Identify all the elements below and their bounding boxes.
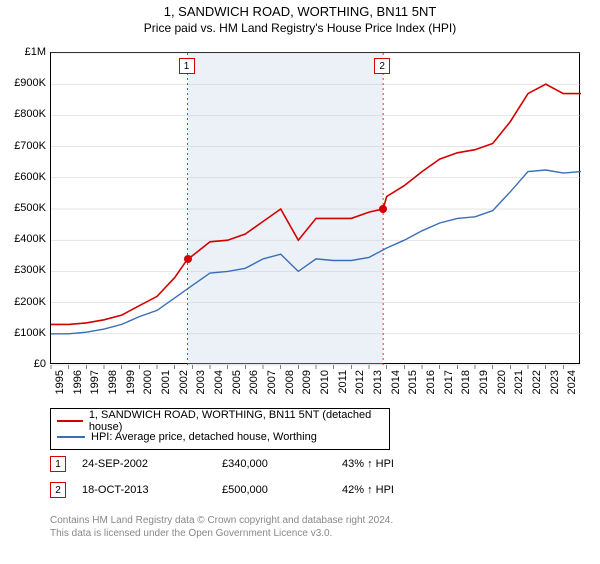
plot-area	[50, 52, 580, 364]
x-tick-label: 1995	[54, 370, 66, 400]
attribution-line1: Contains HM Land Registry data © Crown c…	[50, 514, 393, 527]
x-tick-label: 2019	[478, 370, 490, 400]
x-tick-label: 2012	[354, 370, 366, 400]
x-tick-label: 2015	[407, 370, 419, 400]
y-tick-label: £600K	[6, 171, 46, 183]
x-tick-label: 2017	[443, 370, 455, 400]
sale-marker-label: 2	[374, 58, 390, 74]
x-tick-label: 2023	[549, 370, 561, 400]
y-tick-label: £700K	[6, 140, 46, 152]
sale-date: 24-SEP-2002	[82, 458, 222, 470]
x-tick-label: 2007	[266, 370, 278, 400]
legend-label: 1, SANDWICH ROAD, WORTHING, BN11 5NT (de…	[89, 409, 383, 433]
x-tick-label: 2024	[566, 370, 578, 400]
x-tick-label: 1996	[72, 370, 84, 400]
legend-item: 1, SANDWICH ROAD, WORTHING, BN11 5NT (de…	[57, 413, 383, 429]
sale-price: £500,000	[222, 484, 342, 496]
y-tick-label: £400K	[6, 233, 46, 245]
sale-delta: 42% ↑ HPI	[342, 484, 462, 496]
x-tick-label: 1998	[107, 370, 119, 400]
attribution: Contains HM Land Registry data © Crown c…	[50, 514, 393, 540]
x-tick-label: 2003	[195, 370, 207, 400]
series-line	[51, 170, 581, 334]
attribution-line2: This data is licensed under the Open Gov…	[50, 527, 393, 540]
x-tick-label: 1997	[89, 370, 101, 400]
chart-subtitle: Price paid vs. HM Land Registry's House …	[0, 21, 600, 35]
x-tick-label: 2022	[531, 370, 543, 400]
chart-title: 1, SANDWICH ROAD, WORTHING, BN11 5NT	[0, 4, 600, 19]
legend: 1, SANDWICH ROAD, WORTHING, BN11 5NT (de…	[50, 408, 390, 450]
y-tick-label: £0	[6, 358, 46, 370]
y-tick-label: £500K	[6, 202, 46, 214]
chart-container: 1, SANDWICH ROAD, WORTHING, BN11 5NT Pri…	[0, 4, 600, 564]
x-tick-label: 2013	[372, 370, 384, 400]
x-tick-label: 1999	[125, 370, 137, 400]
x-tick-label: 2018	[460, 370, 472, 400]
sale-row: 2 18-OCT-2013£500,00042% ↑ HPI	[50, 482, 462, 498]
legend-label: HPI: Average price, detached house, Wort…	[91, 431, 317, 443]
x-tick-label: 2001	[160, 370, 172, 400]
x-tick-label: 2002	[178, 370, 190, 400]
sale-date: 18-OCT-2013	[82, 484, 222, 496]
sale-delta: 43% ↑ HPI	[342, 458, 462, 470]
x-tick-label: 2009	[301, 370, 313, 400]
legend-swatch	[57, 420, 83, 422]
y-tick-label: £100K	[6, 327, 46, 339]
plot-svg	[51, 53, 581, 365]
y-tick-label: £800K	[6, 108, 46, 120]
x-tick-label: 2008	[284, 370, 296, 400]
x-tick-label: 2006	[248, 370, 260, 400]
y-tick-label: £1M	[6, 46, 46, 58]
x-tick-label: 2005	[231, 370, 243, 400]
sale-marker-dot	[379, 205, 387, 213]
sale-row: 1 24-SEP-2002£340,00043% ↑ HPI	[50, 456, 462, 472]
x-tick-label: 2020	[496, 370, 508, 400]
x-tick-label: 2016	[425, 370, 437, 400]
legend-swatch	[57, 436, 85, 438]
x-tick-label: 2004	[213, 370, 225, 400]
sale-price: £340,000	[222, 458, 342, 470]
sale-marker-dot	[184, 255, 192, 263]
series-line	[51, 84, 581, 324]
x-tick-label: 2014	[390, 370, 402, 400]
sale-row-marker: 2	[50, 482, 66, 498]
y-tick-label: £300K	[6, 264, 46, 276]
sale-row-marker: 1	[50, 456, 66, 472]
y-tick-label: £900K	[6, 77, 46, 89]
y-tick-label: £200K	[6, 296, 46, 308]
x-tick-label: 2011	[337, 370, 349, 400]
sale-marker-label: 1	[179, 58, 195, 74]
x-tick-label: 2010	[319, 370, 331, 400]
x-tick-label: 2000	[142, 370, 154, 400]
x-tick-label: 2021	[513, 370, 525, 400]
